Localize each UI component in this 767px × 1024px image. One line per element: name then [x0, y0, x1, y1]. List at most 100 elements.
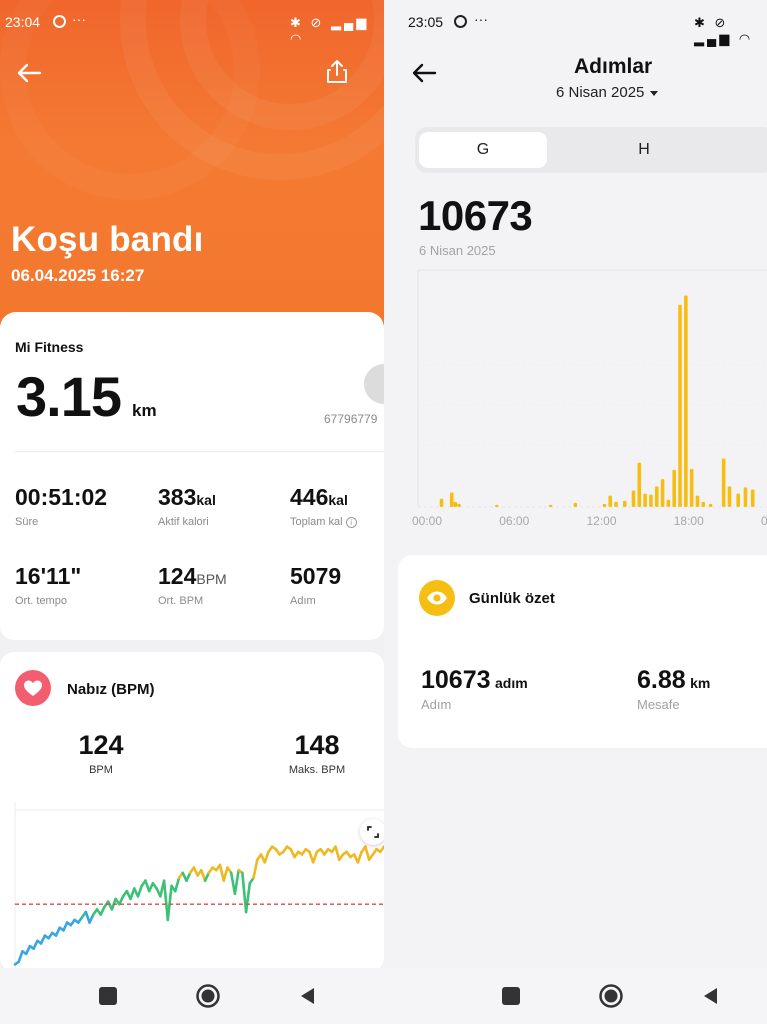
status-icons: ✱ ⊘ ▂▄▆ ◠	[694, 15, 754, 46]
step-bar	[654, 486, 659, 507]
step-bar	[622, 500, 627, 507]
summary-distance: 6.88 km Mesafe	[637, 666, 710, 712]
summary-title: Günlük özet	[469, 590, 555, 607]
step-bar	[678, 304, 682, 507]
stat-label: Aktif kalori	[158, 516, 209, 528]
system-back-button[interactable]	[697, 982, 725, 1010]
hr-max-label: Maks. BPM	[288, 764, 346, 776]
heart-rate-chart	[13, 802, 384, 968]
tab-week[interactable]: H	[638, 141, 650, 158]
stat-label: Ort. tempo	[15, 595, 67, 607]
steps-screen: 23:05 ··· ✱ ⊘ ▂▄▆ ◠ Adımlar 6 Nisan 2025…	[384, 0, 767, 968]
heart-rate-segment	[356, 850, 363, 864]
stat-label-row: Toplam kal i	[290, 516, 357, 528]
step-bar	[548, 504, 553, 507]
expand-chart-button[interactable]	[360, 819, 384, 845]
stat-duration: 00:51:02 Süre	[15, 484, 107, 528]
back-button[interactable]	[410, 58, 440, 88]
step-bar	[727, 486, 732, 507]
hr-average-value: 124	[78, 730, 124, 760]
source-app-label: Mi Fitness	[15, 339, 84, 355]
heart-rate-segment	[39, 934, 47, 945]
tab-day[interactable]: G	[419, 132, 547, 168]
period-tabs: G H A	[415, 127, 767, 173]
stat-label: Toplam kal	[290, 516, 343, 528]
system-navigation-bar	[0, 968, 767, 1024]
heart-rate-segment	[129, 887, 136, 901]
heart-rate-segment	[136, 884, 144, 898]
heart-rate-segment	[118, 895, 125, 906]
step-bar	[750, 489, 755, 507]
stat-value: 124	[158, 563, 197, 589]
heart-rate-segment	[222, 866, 229, 882]
heart-rate-segment	[24, 944, 32, 956]
heart-rate-segment	[166, 884, 173, 922]
step-bar	[439, 498, 444, 507]
status-notification-icon	[53, 15, 66, 28]
step-bar	[701, 501, 706, 507]
share-icon	[327, 60, 347, 83]
x-tick-label: 00:00	[412, 514, 442, 528]
x-tick-label: 00:00	[761, 514, 767, 528]
hr-average: 124 BPM	[64, 730, 138, 776]
step-bar	[708, 503, 713, 507]
step-bar	[721, 458, 726, 507]
heart-rate-segment	[241, 871, 248, 914]
heart-rate-segment	[233, 868, 240, 896]
daily-summary-card: Günlük özet 10673 adım Adım 6.88 km Mesa…	[398, 555, 767, 748]
system-back-button[interactable]	[294, 982, 322, 1010]
triangle-back-icon	[301, 988, 314, 1004]
heart-rate-title: Nabız (BPM)	[67, 681, 155, 698]
triangle-back-icon	[704, 988, 717, 1004]
heart-rate-segment	[203, 871, 211, 882]
summary-distance-label: Mesafe	[637, 697, 680, 712]
circle-home-icon	[599, 984, 623, 1008]
workout-title: Koşu bandı	[11, 220, 204, 259]
stat-total-calories: 446kal Toplam kal i	[290, 484, 357, 528]
heart-rate-segment	[252, 858, 259, 880]
summary-badge	[419, 580, 455, 616]
step-bar	[689, 468, 694, 507]
share-button[interactable]	[322, 57, 352, 87]
home-button[interactable]	[194, 982, 222, 1010]
info-icon[interactable]: i	[345, 516, 357, 528]
hr-max-value: 148	[294, 730, 340, 760]
hr-max: 148 Maks. BPM	[272, 730, 362, 776]
recents-button[interactable]	[94, 982, 122, 1010]
recents-button[interactable]	[497, 982, 525, 1010]
square-icon	[99, 987, 117, 1005]
workout-datetime: 06.04.2025 16:27	[11, 266, 145, 285]
step-bar	[453, 501, 458, 507]
stat-value: 5079	[290, 563, 342, 589]
date-selector[interactable]: 6 Nisan 2025	[556, 84, 659, 101]
heart-rate-segment	[263, 850, 270, 864]
summary-distance-value: 6.88	[637, 666, 686, 694]
workout-detail-screen: 23:04 ··· ✱ ⊘ ▂▄▆ ◠ Koşu bandı 06.04.202…	[0, 0, 384, 968]
heart-rate-segment	[311, 850, 319, 864]
step-bar	[457, 503, 461, 507]
heart-rate-segment	[144, 879, 151, 893]
workout-summary-card: Mi Fitness 3.15 km 67796779 00:51:02 Sür…	[0, 312, 384, 640]
home-button[interactable]	[597, 982, 625, 1010]
expand-icon	[367, 826, 379, 838]
tab-month[interactable]: A	[710, 132, 767, 168]
more-dots-icon: ···	[72, 11, 86, 27]
status-notification-icon	[454, 15, 467, 28]
summary-steps: 10673 adım Adım	[421, 666, 528, 712]
distance-unit: km	[132, 401, 157, 420]
step-bar	[743, 487, 748, 507]
stat-unit: BPM	[196, 571, 227, 587]
back-button[interactable]	[15, 58, 45, 88]
summary-steps-value: 10673	[421, 666, 491, 694]
arrow-left-icon	[17, 63, 42, 83]
heart-rate-segment	[84, 910, 91, 924]
distance-value: 3.15	[16, 365, 122, 428]
step-bar	[643, 493, 647, 507]
stat-label: Ort. BPM	[158, 595, 204, 607]
heart-rate-segment	[88, 913, 95, 924]
stat-avg-pace: 16'11" Ort. tempo	[15, 563, 81, 607]
heart-rate-segment	[200, 868, 207, 882]
step-bar	[631, 490, 636, 507]
step-bar	[649, 494, 653, 507]
